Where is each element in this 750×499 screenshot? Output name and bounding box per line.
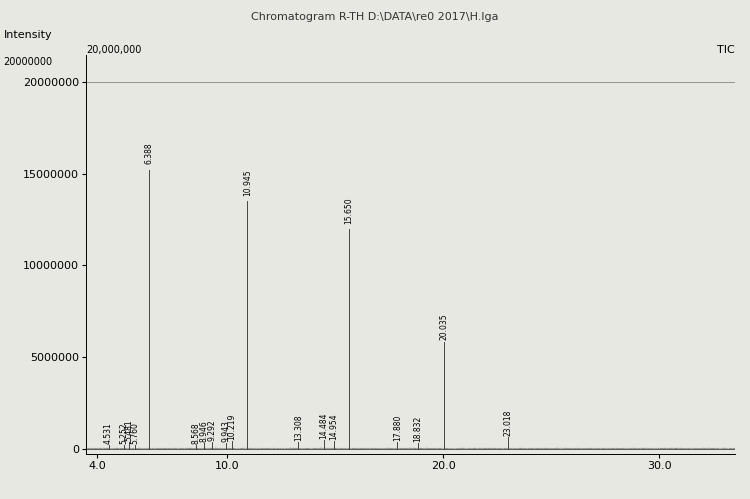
Text: 9.943: 9.943 [221, 421, 230, 443]
Text: 5.760: 5.760 [130, 422, 140, 444]
Text: 14.954: 14.954 [329, 413, 338, 440]
Text: 14.484: 14.484 [320, 412, 328, 439]
Text: 18.832: 18.832 [413, 416, 422, 442]
Text: 20,000,000: 20,000,000 [86, 45, 142, 55]
Text: Intensity: Intensity [4, 30, 52, 40]
Text: 17.880: 17.880 [393, 414, 402, 441]
Text: 5.252: 5.252 [120, 423, 129, 444]
Text: 4.531: 4.531 [104, 422, 113, 444]
Text: 20.035: 20.035 [440, 313, 448, 339]
Text: 9.292: 9.292 [207, 419, 216, 441]
Text: 8.946: 8.946 [200, 420, 208, 442]
Text: 13.308: 13.308 [294, 414, 303, 441]
Text: 20000000: 20000000 [4, 57, 52, 67]
Text: 10.945: 10.945 [243, 169, 252, 196]
Text: 8.568: 8.568 [191, 422, 200, 444]
Text: 6.388: 6.388 [144, 143, 153, 164]
Text: Chromatogram R-TH D:\DATA\re0 2017\H.lga: Chromatogram R-TH D:\DATA\re0 2017\H.lga [251, 12, 499, 22]
Text: 23.018: 23.018 [504, 409, 513, 436]
Text: 15.650: 15.650 [344, 198, 353, 224]
Text: 10.219: 10.219 [227, 413, 236, 440]
Text: 5.481: 5.481 [124, 420, 134, 441]
Text: TIC: TIC [717, 45, 735, 55]
